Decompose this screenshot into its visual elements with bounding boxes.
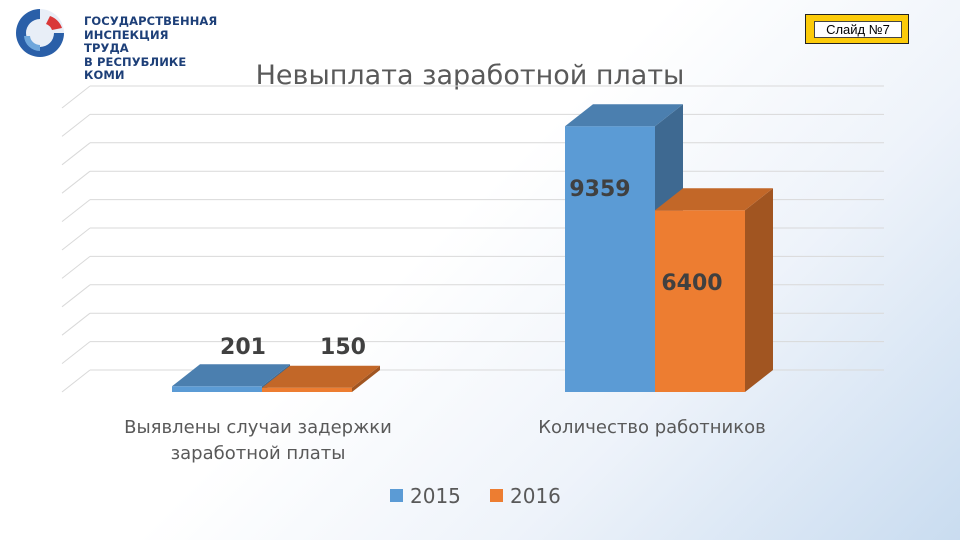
bar-front (262, 387, 352, 392)
logo: ГОСУДАРСТВЕННАЯ ИНСПЕКЦИЯ ТРУДА В РЕСПУБ… (10, 6, 217, 82)
gridline-side (61, 227, 91, 251)
data-label: 9359 (569, 177, 630, 202)
category-label: Количество работников (538, 417, 765, 438)
slide-number-badge: Слайд №7 (805, 14, 909, 44)
logo-text: ГОСУДАРСТВЕННАЯ ИНСПЕКЦИЯ ТРУДА В РЕСПУБ… (84, 14, 218, 83)
gridline-side (61, 199, 91, 222)
bar-top (172, 364, 290, 387)
series-2015: 201 9359 (172, 104, 683, 392)
data-label: 6400 (661, 271, 722, 296)
gridline-side (61, 312, 91, 336)
bar-front (172, 386, 262, 392)
bar-front (655, 210, 745, 392)
gridline-side (61, 142, 91, 166)
legend-label: 2016 (510, 484, 561, 508)
logo-line-3: В РЕСПУБЛИКЕ КОМИ (84, 54, 187, 82)
logo-line-2: ИНСПЕКЦИЯ ТРУДА (84, 27, 169, 55)
bar-top (655, 188, 773, 211)
gridline-side (61, 341, 91, 364)
legend-swatch (490, 489, 503, 502)
legend: 2015 2016 (390, 484, 561, 508)
data-label: 150 (320, 335, 366, 360)
gridline-side (61, 170, 91, 194)
bar-front (565, 126, 655, 392)
legend-label: 2015 (410, 484, 461, 508)
series-2016: 150 6400 (262, 188, 773, 392)
gridline-side (61, 256, 91, 279)
bar-side (745, 188, 773, 392)
slide-number-label: Слайд №7 (814, 21, 902, 38)
data-label: 201 (220, 335, 266, 360)
logo-swirl-icon (16, 9, 64, 57)
legend-swatch (390, 489, 403, 502)
category-label: Выявлены случаи задержки (124, 417, 392, 438)
gridline-side (61, 85, 91, 109)
gridline-side (61, 284, 91, 308)
bar-side (352, 365, 380, 392)
bar-top (565, 104, 683, 127)
bar-top (262, 365, 380, 388)
category-label: заработной платы (171, 443, 346, 464)
gridline-side (61, 369, 91, 393)
gridline-side (61, 114, 91, 137)
logo-line-1: ГОСУДАРСТВЕННАЯ (84, 14, 218, 28)
gridlines (61, 85, 884, 393)
